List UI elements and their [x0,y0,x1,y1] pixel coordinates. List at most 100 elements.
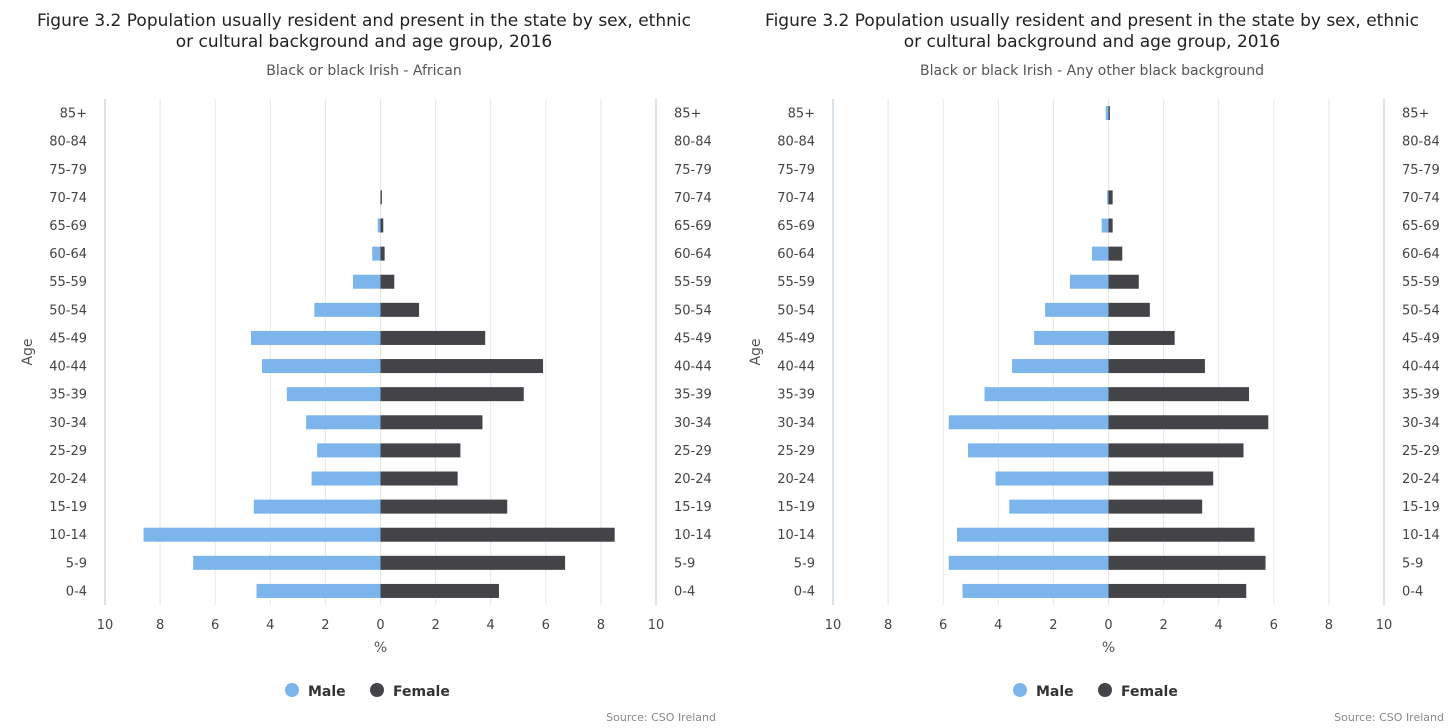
age-group-label: 25-29 [49,444,87,459]
bar-male[interactable] [962,583,1109,598]
bar-female[interactable] [380,415,483,430]
x-tick-label: 0 [376,618,384,633]
age-group-label-right: 15-19 [1402,500,1440,515]
bar-female[interactable] [380,218,384,233]
bar-male[interactable] [948,555,1109,570]
chart-credit[interactable]: Source: CSO Ireland [1334,711,1444,724]
bar-male[interactable] [995,471,1109,486]
age-group-label: 55-59 [777,275,815,290]
age-group-label: 85+ [788,107,815,122]
bar-male[interactable] [1107,190,1109,205]
age-group-label-right: 5-9 [674,556,695,571]
bar-male[interactable] [311,471,381,486]
age-group-label-right: 25-29 [674,444,712,459]
bar-male[interactable] [1105,106,1109,121]
bar-female[interactable] [1108,471,1214,486]
bar-female[interactable] [380,387,524,402]
age-group-label: 85+ [60,107,87,122]
age-group-label-right: 70-74 [674,191,712,206]
legend-item-female[interactable]: Female [370,683,450,700]
bar-male[interactable] [948,415,1109,430]
bar-male[interactable] [352,274,381,289]
bar-male[interactable] [956,527,1109,542]
age-group-label: 35-39 [777,388,815,403]
x-tick-label: 8 [1325,618,1333,633]
bar-female[interactable] [380,555,566,570]
chart-title-line-1: Figure 3.2 Population usually resident a… [765,11,1419,31]
age-group-label: 25-29 [777,444,815,459]
x-tick-label: 6 [542,618,550,633]
bar-female[interactable] [1108,302,1150,317]
x-tick-label: 8 [597,618,605,633]
legend-item-male[interactable]: Male [1013,683,1074,700]
x-tick-label: 8 [884,618,892,633]
bar-male[interactable] [143,527,381,542]
bar-female[interactable] [380,359,544,374]
bar-male[interactable] [256,583,381,598]
pyramid-chart-other-black: Figure 3.2 Population usually resident a… [748,11,1444,724]
bar-female[interactable] [1108,274,1139,289]
bar-male[interactable] [317,443,381,458]
bar-male[interactable] [1101,218,1109,233]
bar-male[interactable] [1045,302,1109,317]
legend-item-male[interactable]: Male [285,683,346,700]
bar-male[interactable] [286,387,381,402]
chart-panel-african: Figure 3.2 Population usually resident a… [20,11,716,724]
age-group-label-right: 30-34 [674,416,712,431]
bar-male[interactable] [377,218,381,233]
age-group-label: 80-84 [49,135,87,150]
legend-item-female[interactable]: Female [1098,683,1178,700]
age-group-label: 40-44 [777,360,815,375]
legend: Male Female [1013,683,1178,700]
bar-female[interactable] [1108,106,1110,121]
bar-female[interactable] [1108,499,1203,514]
x-tick-label: 4 [487,618,495,633]
bar-female[interactable] [1108,359,1205,374]
bar-male[interactable] [1091,246,1109,261]
bar-male[interactable] [984,387,1109,402]
chart-credit[interactable]: Source: CSO Ireland [606,711,716,724]
x-tick-label: 10 [97,618,114,633]
age-group-label: 5-9 [794,556,815,571]
x-axis-title: % [1102,640,1115,656]
bar-male[interactable] [372,246,381,261]
bar-female[interactable] [380,527,615,542]
bar-female[interactable] [1108,387,1250,402]
bar-male[interactable] [1012,359,1109,374]
bar-male[interactable] [306,415,381,430]
bar-male[interactable] [193,555,381,570]
bar-female[interactable] [1108,527,1255,542]
bar-female[interactable] [380,302,420,317]
bar-female[interactable] [1108,330,1175,345]
chart-title-line-2: or cultural background and age group, 20… [904,32,1280,52]
bar-female[interactable] [380,499,508,514]
bar-female[interactable] [380,471,458,486]
bar-female[interactable] [1108,583,1247,598]
age-group-label: 40-44 [49,360,87,375]
bar-female[interactable] [380,274,395,289]
bar-female[interactable] [1108,415,1269,430]
bar-male[interactable] [251,330,381,345]
bar-female[interactable] [1108,246,1123,261]
bar-male[interactable] [1009,499,1109,514]
bar-male[interactable] [314,302,381,317]
bar-female[interactable] [1108,443,1244,458]
bar-male[interactable] [253,499,381,514]
bar-female[interactable] [1108,218,1113,233]
bar-male[interactable] [1069,274,1109,289]
age-group-label-right: 10-14 [674,528,712,543]
bar-female[interactable] [380,246,385,261]
age-group-label-right: 50-54 [674,303,712,318]
age-group-label: 15-19 [49,500,87,515]
bar-female[interactable] [380,443,461,458]
bar-male[interactable] [967,443,1109,458]
x-tick-label: 8 [156,618,164,633]
bar-male[interactable] [1034,330,1109,345]
bar-female[interactable] [380,190,382,205]
bar-female[interactable] [380,330,486,345]
age-group-label: 75-79 [49,163,87,178]
bar-female[interactable] [1108,555,1266,570]
bar-female[interactable] [380,583,499,598]
bar-female[interactable] [1108,190,1113,205]
bar-male[interactable] [262,359,381,374]
